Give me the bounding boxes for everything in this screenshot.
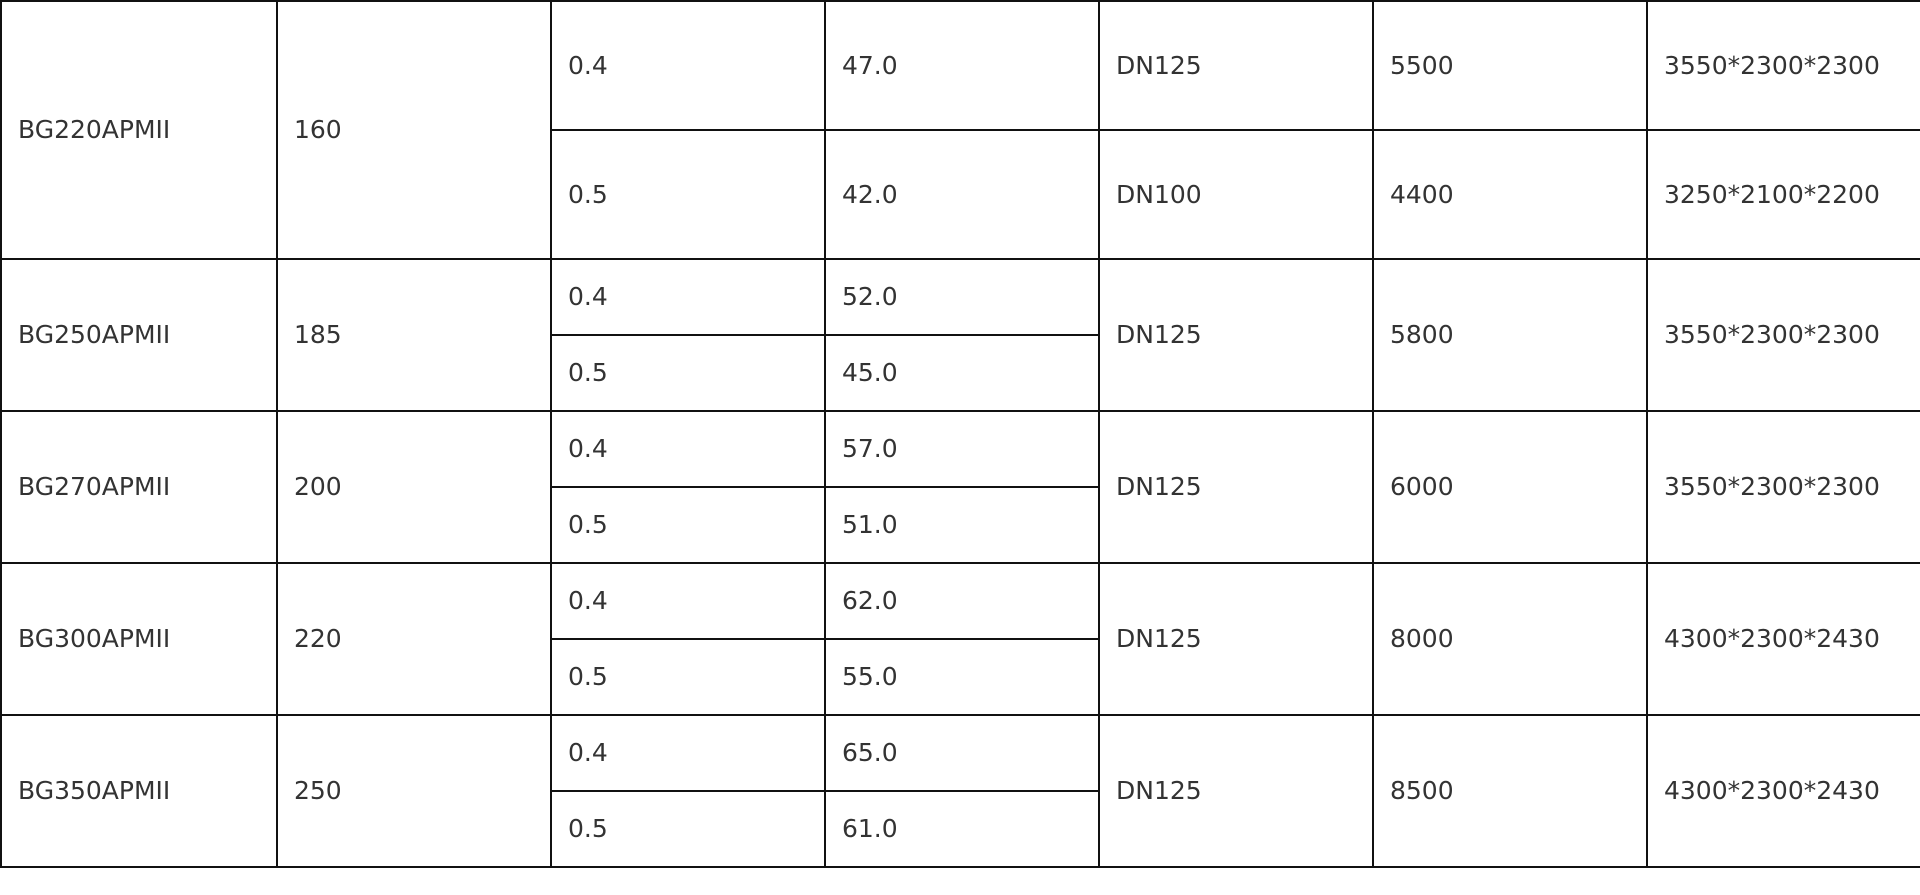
model-cell: BG250APMII [0, 258, 278, 412]
table-row: BG350APMII 250 0.4 65.0 DN125 8500 4300*… [0, 714, 1920, 868]
flow-cell: 47.0 [824, 0, 1100, 131]
power-cell: 185 [276, 258, 552, 412]
model-cell: BG220APMII [0, 0, 278, 260]
model-cell: BG270APMII [0, 410, 278, 564]
dims-cell: 3550*2300*2300 [1646, 258, 1920, 412]
table-row: BG300APMII 220 0.4 62.0 DN125 8000 4300*… [0, 562, 1920, 716]
weight-cell: 4400 [1372, 129, 1648, 260]
table-row: BG220APMII 160 0.4 47.0 DN125 5500 3550*… [0, 0, 1920, 260]
power-cell: 220 [276, 562, 552, 716]
pressure-cell: 0.5 [550, 486, 826, 564]
table-row: 0.5 42.0 DN100 4400 3250*2100*2200 [1, 129, 1920, 260]
table-row: BG270APMII 200 0.4 57.0 DN125 6000 3550*… [0, 410, 1920, 564]
flow-cell: 57.0 [824, 410, 1100, 488]
table-row: 0.5 55.0 [1, 638, 1920, 716]
pressure-cell: 0.4 [550, 258, 826, 336]
weight-cell: 5500 [1372, 0, 1648, 131]
dims-cell: 4300*2300*2430 [1646, 714, 1920, 868]
dims-cell: 3250*2100*2200 [1646, 129, 1920, 260]
flow-cell: 42.0 [824, 129, 1100, 260]
outlet-cell: DN100 [1098, 129, 1374, 260]
flow-cell: 45.0 [824, 334, 1100, 412]
table-row: 0.5 51.0 [1, 486, 1920, 564]
dims-cell: 3550*2300*2300 [1646, 0, 1920, 131]
outlet-cell: DN125 [1098, 714, 1374, 868]
flow-cell: 52.0 [824, 258, 1100, 336]
weight-cell: 6000 [1372, 410, 1648, 564]
pressure-cell: 0.5 [550, 790, 826, 868]
power-cell: 160 [276, 0, 552, 260]
model-cell: BG350APMII [0, 714, 278, 868]
table-row: BG250APMII 185 0.4 52.0 DN125 5800 3550*… [0, 258, 1920, 412]
table-row: 0.5 45.0 [1, 334, 1920, 412]
flow-cell: 55.0 [824, 638, 1100, 716]
flow-cell: 65.0 [824, 714, 1100, 792]
pressure-cell: 0.5 [550, 334, 826, 412]
flow-cell: 61.0 [824, 790, 1100, 868]
power-cell: 200 [276, 410, 552, 564]
spec-table: BG220APMII 160 0.4 47.0 DN125 5500 3550*… [0, 0, 1920, 868]
pressure-cell: 0.5 [550, 129, 826, 260]
power-cell: 250 [276, 714, 552, 868]
dims-cell: 3550*2300*2300 [1646, 410, 1920, 564]
pressure-cell: 0.4 [550, 562, 826, 640]
pressure-cell: 0.5 [550, 638, 826, 716]
outlet-cell: DN125 [1098, 258, 1374, 412]
pressure-cell: 0.4 [550, 410, 826, 488]
dims-cell: 4300*2300*2430 [1646, 562, 1920, 716]
weight-cell: 5800 [1372, 258, 1648, 412]
weight-cell: 8500 [1372, 714, 1648, 868]
outlet-cell: DN125 [1098, 0, 1374, 131]
flow-cell: 62.0 [824, 562, 1100, 640]
outlet-cell: DN125 [1098, 410, 1374, 564]
outlet-cell: DN125 [1098, 562, 1374, 716]
table-row: 0.5 61.0 [1, 790, 1920, 868]
model-cell: BG300APMII [0, 562, 278, 716]
flow-cell: 51.0 [824, 486, 1100, 564]
pressure-cell: 0.4 [550, 0, 826, 131]
weight-cell: 8000 [1372, 562, 1648, 716]
pressure-cell: 0.4 [550, 714, 826, 792]
